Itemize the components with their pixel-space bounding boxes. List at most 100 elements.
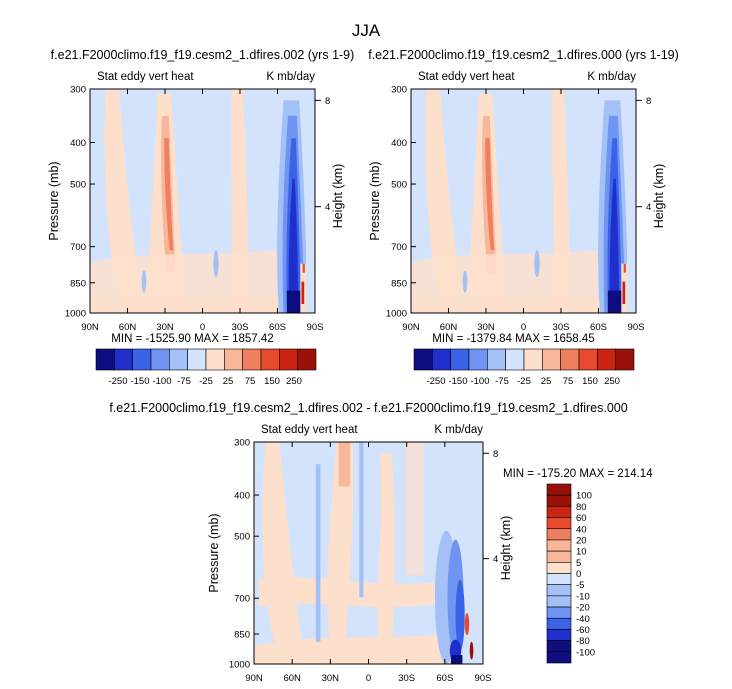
colorbar-label: -75 (495, 376, 509, 387)
colorbar-label: 10 (576, 547, 587, 558)
y-tick-label: 850 (70, 278, 86, 289)
contour-region (90, 297, 282, 313)
y-tick-label: 1000 (229, 660, 250, 671)
colorbar: -250 -150 -100 -75 -25 25 75 150 250 (413, 348, 635, 387)
colorbar-label: 100 (576, 491, 592, 502)
y2-axis-label: Height (km) (499, 516, 513, 581)
colorbar-box (546, 550, 572, 563)
min-max-stats: MIN = -1525.90 MAX = 1857.42 (111, 333, 273, 345)
colorbar-label: -250 (108, 376, 127, 387)
contour-region (462, 270, 468, 293)
field (254, 442, 483, 664)
colorbar-label: -100 (470, 376, 489, 387)
y-tick-label: 850 (391, 278, 407, 289)
x-tick-label: 90N (81, 322, 99, 333)
x-tick-label: 90N (245, 673, 263, 684)
colorbar-box (597, 348, 616, 371)
contour-region (306, 89, 315, 313)
colorbar-label: -40 (576, 614, 590, 625)
y-tick-label: 400 (391, 138, 407, 149)
y2-tick-label: 8 (325, 96, 330, 107)
contour-region (141, 270, 147, 293)
colorbar-label: 25 (223, 376, 234, 387)
x-tick-label: 60N (119, 322, 137, 333)
colorbar-box (542, 348, 561, 371)
contour-region (623, 263, 626, 273)
colorbar-box (546, 562, 572, 574)
colorbar-label: -100 (576, 647, 595, 658)
colorbar-label: -25 (199, 376, 213, 387)
colorbar-box (546, 517, 572, 530)
y2-axis-label: Height (km) (652, 164, 666, 229)
colorbar-label: 25 (541, 376, 552, 387)
contour-region (338, 442, 351, 487)
colorbar-label: 5 (576, 558, 581, 569)
x-tick-label: 60S (590, 322, 607, 333)
contour-region (359, 442, 364, 598)
colorbar-box (546, 494, 572, 507)
x-tick-label: 0 (200, 322, 205, 333)
colorbar-box (224, 348, 243, 371)
colorbar-box (546, 617, 572, 630)
x-tick-label: 90S (475, 673, 492, 684)
colorbar-label: -150 (448, 376, 467, 387)
contour-region (450, 655, 463, 664)
colorbar-box (505, 348, 525, 371)
colorbar-box (615, 348, 635, 371)
x-tick-label: 60N (440, 322, 458, 333)
y2-tick-label: 8 (646, 96, 651, 107)
contour-region (302, 263, 305, 273)
contour-region (469, 641, 474, 660)
colorbar-label: 250 (286, 376, 302, 387)
y2-tick-label: 8 (493, 449, 498, 460)
panel-title: f.e21.F2000climo.f19_f19.cesm2_1.dfires.… (109, 401, 627, 415)
colorbar-label: 40 (576, 524, 587, 535)
colorbar-label: -250 (426, 376, 445, 387)
colorbar-box (114, 348, 133, 371)
colorbar-box (546, 483, 572, 496)
y-tick-label: 850 (234, 630, 250, 641)
x-tick-label: 30S (398, 673, 415, 684)
y-tick-label: 700 (234, 594, 250, 605)
colorbar-label: 20 (576, 535, 587, 546)
colorbar-box (546, 606, 572, 619)
y2-axis-label: Height (km) (331, 164, 345, 229)
colorbar-box (279, 348, 298, 371)
x-tick-label: 30N (477, 322, 495, 333)
colorbar-box (546, 629, 572, 641)
y-tick-label: 700 (391, 242, 407, 253)
contour-region (286, 290, 301, 313)
contour-region (609, 178, 620, 313)
right-label: K mb/day (587, 71, 636, 83)
colorbar-label: -75 (177, 376, 191, 387)
colorbar-label: 75 (563, 376, 574, 387)
contour-region (627, 89, 636, 313)
x-tick-label: 0 (366, 673, 371, 684)
y-tick-label: 400 (70, 138, 86, 149)
colorbar-box (546, 584, 572, 597)
y-axis-label: Pressure (mb) (368, 161, 382, 240)
y-tick-label: 700 (70, 242, 86, 253)
colorbar: -250 -150 -100 -75 -25 25 75 150 250 (95, 348, 317, 387)
y-axis-label: Pressure (mb) (47, 161, 61, 240)
field (90, 89, 315, 313)
y-axis-label: Pressure (mb) (207, 513, 221, 592)
x-tick-label: 30N (322, 673, 340, 684)
colorbar-box (546, 528, 572, 541)
colorbar-box (546, 506, 572, 518)
contour-region (231, 89, 249, 302)
panel-1: f.e21.F2000climo.f19_f19.cesm2_1.dfires.… (47, 48, 354, 387)
x-tick-label: 90S (307, 322, 324, 333)
colorbar-label: -5 (576, 580, 584, 591)
colorbar-box (413, 348, 433, 371)
colorbar-label: 250 (604, 376, 620, 387)
x-tick-label: 90N (402, 322, 420, 333)
y2-tick-label: 4 (325, 202, 330, 213)
x-tick-label: 60N (283, 673, 301, 684)
left-label: Stat eddy vert heat (261, 424, 358, 436)
contour-region (455, 579, 465, 651)
contour-region (534, 250, 540, 278)
colorbar-box (546, 651, 572, 664)
panel-title: f.e21.F2000climo.f19_f19.cesm2_1.dfires.… (368, 48, 679, 62)
